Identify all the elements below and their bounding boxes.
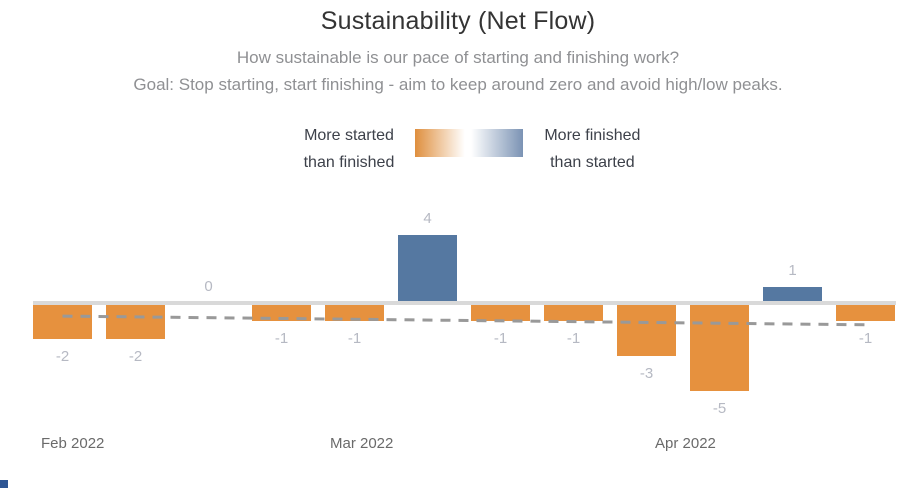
bar-value-label: -3 — [639, 364, 654, 382]
bar-week-5[interactable] — [325, 304, 384, 322]
bar-value-label: -1 — [858, 330, 873, 348]
legend-label-more-started-line1: More started — [304, 127, 394, 144]
diverging-gradient-swatch — [415, 129, 524, 157]
x-axis-label-mar: Mar 2022 — [330, 435, 394, 452]
page-title: Sustainability (Net Flow) — [320, 7, 596, 35]
chart-subtitle-question: How sustainable is our pace of starting … — [236, 48, 680, 67]
bar-value-label: -1 — [566, 330, 581, 348]
bar-week-8[interactable] — [544, 304, 603, 322]
bar-value-label: 0 — [204, 278, 213, 295]
bar-value-label: -1 — [274, 330, 289, 348]
bar-week-1[interactable] — [33, 304, 92, 339]
legend-label-more-finished-line1: More finished — [544, 127, 641, 144]
bar-value-label: -1 — [347, 330, 362, 348]
legend-label-more-finished: More finished than started — [544, 122, 640, 176]
corner-marker — [0, 480, 8, 488]
bar-week-12[interactable] — [836, 304, 895, 322]
bar-value-label: -5 — [712, 399, 727, 417]
bar-value-label: -2 — [55, 347, 70, 365]
chart-subtitle-goal: Goal: Stop starting, start finishing - a… — [133, 75, 783, 94]
zero-baseline — [33, 301, 896, 305]
bar-value-label: 4 — [423, 209, 432, 227]
legend-label-more-started: More started than finished — [304, 122, 395, 176]
bar-week-6[interactable] — [398, 234, 457, 304]
x-axis-label-apr: Apr 2022 — [655, 435, 716, 452]
bar-value-label: 1 — [788, 261, 797, 279]
bar-week-10[interactable] — [690, 304, 749, 391]
bar-week-9[interactable] — [617, 304, 676, 356]
bar-week-11[interactable] — [763, 286, 822, 304]
bar-week-2[interactable] — [106, 304, 165, 339]
legend-label-more-finished-line2: than started — [550, 154, 635, 171]
bar-week-7[interactable] — [471, 304, 530, 322]
bar-value-label: -1 — [493, 330, 508, 348]
bar-week-4[interactable] — [252, 304, 311, 322]
diverging-legend: More started than finished More finished… — [14, 122, 916, 176]
bar-value-label: -2 — [128, 347, 143, 365]
x-axis-label-feb: Feb 2022 — [41, 435, 105, 452]
legend-label-more-started-line2: than finished — [303, 154, 395, 171]
